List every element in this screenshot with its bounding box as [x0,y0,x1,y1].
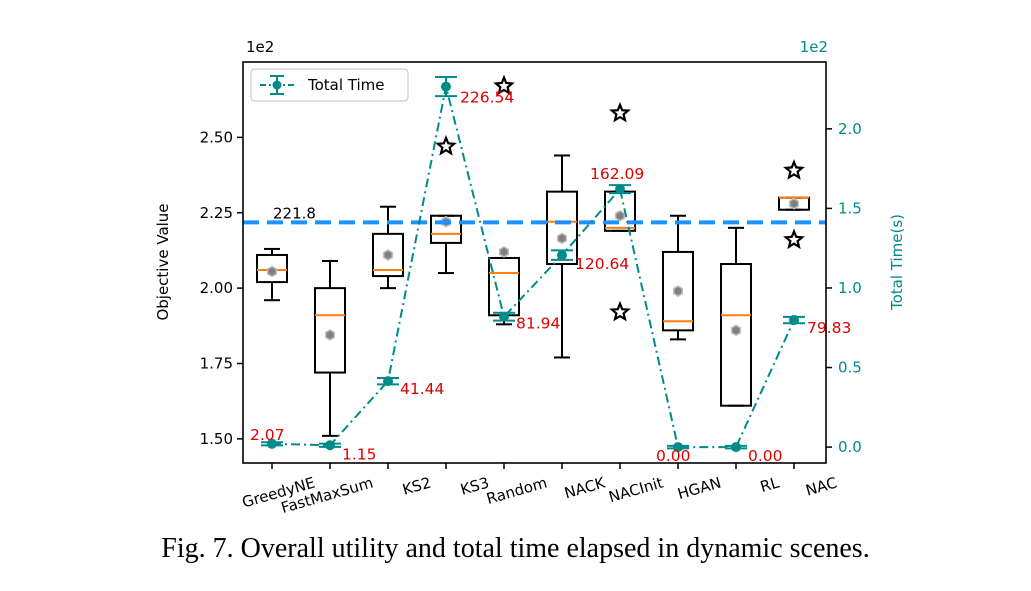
time-value-label: 162.09 [590,165,644,183]
box-mean-marker [324,329,336,341]
box-rect [720,263,752,407]
time-point [673,442,683,453]
left-tick-label: 1.75 [200,355,233,373]
time-value-label: 0.00 [748,447,783,465]
box-mean-marker [614,209,626,222]
box-rect [662,250,694,332]
x-tick-label: NAC [804,474,839,500]
x-tick-label: KS2 [400,474,433,499]
box-outlier-star [783,228,805,250]
x-tick-label: Random [484,474,549,508]
box-outlier-star [609,101,631,123]
left-axis-multiplier: 1e2 [246,38,274,56]
left-tick-label: 2.25 [200,204,233,222]
time-value-label: 2.07 [250,426,285,444]
box-rect [314,287,346,374]
x-tick-label: NACInit [607,474,666,507]
time-point [499,311,509,322]
time-point [383,376,393,387]
time-layer: 2.07 1.15 41.44 226.54 81.94 120.64 162.09 0.00… [250,76,851,465]
time-value-label: 41.44 [400,380,444,398]
time-value-label: 1.15 [342,445,377,463]
right-tick-label: 2.0 [838,120,862,138]
x-tick-label: NACK [562,473,608,502]
box-outlier-star [435,134,457,156]
left-axis-label: Objective Value [154,203,172,320]
box-outlier-star [493,74,515,96]
x-tick-label: RL [758,473,782,496]
chart-canvas: 221.8 2.07 1.15 41.44 226.54 81.94 120.64 162.… [154,38,906,517]
box-mean-marker [498,246,510,258]
time-point [615,184,625,195]
right-tick-label: 1.0 [838,279,862,297]
time-point [731,442,741,453]
box-rect [372,232,404,278]
plot-frame [242,61,827,464]
box-mean-marker [788,197,800,210]
box-mean-marker [672,285,684,297]
time-point [789,315,799,326]
left-tick-label: 2.50 [200,128,233,146]
time-value-label: 120.64 [575,255,629,273]
time-series-line [271,86,795,449]
time-value-label: 79.83 [807,319,851,337]
time-point [557,250,567,261]
time-point [325,440,335,451]
box-outlier-star [783,159,805,180]
box-mean-marker [382,249,394,261]
time-value-label: 81.94 [516,315,560,333]
box-rect [488,256,520,317]
box-rect [256,253,288,284]
figure-caption: Fig. 7. Overall utility and total time e… [161,533,870,564]
hline-layer: 221.8 [243,204,826,225]
right-axis-multiplier: 1e2 [800,38,828,56]
time-point [267,438,277,449]
x-tick-label: HGAN [675,474,723,504]
right-tick-label: 0.0 [838,438,862,456]
box-rect [430,214,462,244]
right-axis-label: Total Time(s) [888,214,906,311]
left-tick-label: 1.50 [200,430,233,448]
right-tick-label: 0.5 [838,359,862,377]
legend-marker [272,80,282,90]
right-tick-label: 1.5 [838,199,862,217]
box-rect [546,190,578,266]
legend: Total Time [250,68,409,102]
reference-line-label: 221.8 [273,204,316,222]
box-mean-marker [730,324,742,337]
time-value-label: 0.00 [656,447,691,465]
legend-box [250,68,409,102]
box-outlier-star [609,300,631,322]
time-value-label: 226.54 [460,89,514,107]
box-mean-marker [266,265,278,278]
time-point [441,81,451,92]
legend-label: Total Time [307,76,385,94]
box-mean-marker [556,232,568,245]
box-layer [256,74,810,437]
left-tick-label: 2.00 [200,279,233,297]
